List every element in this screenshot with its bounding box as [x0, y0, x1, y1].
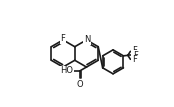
Text: F: F	[133, 51, 138, 60]
Text: F: F	[61, 34, 65, 43]
Text: HO: HO	[60, 66, 73, 75]
Text: N: N	[84, 35, 90, 44]
Text: O: O	[76, 80, 83, 89]
Text: F: F	[132, 46, 137, 55]
Text: F: F	[132, 55, 137, 64]
